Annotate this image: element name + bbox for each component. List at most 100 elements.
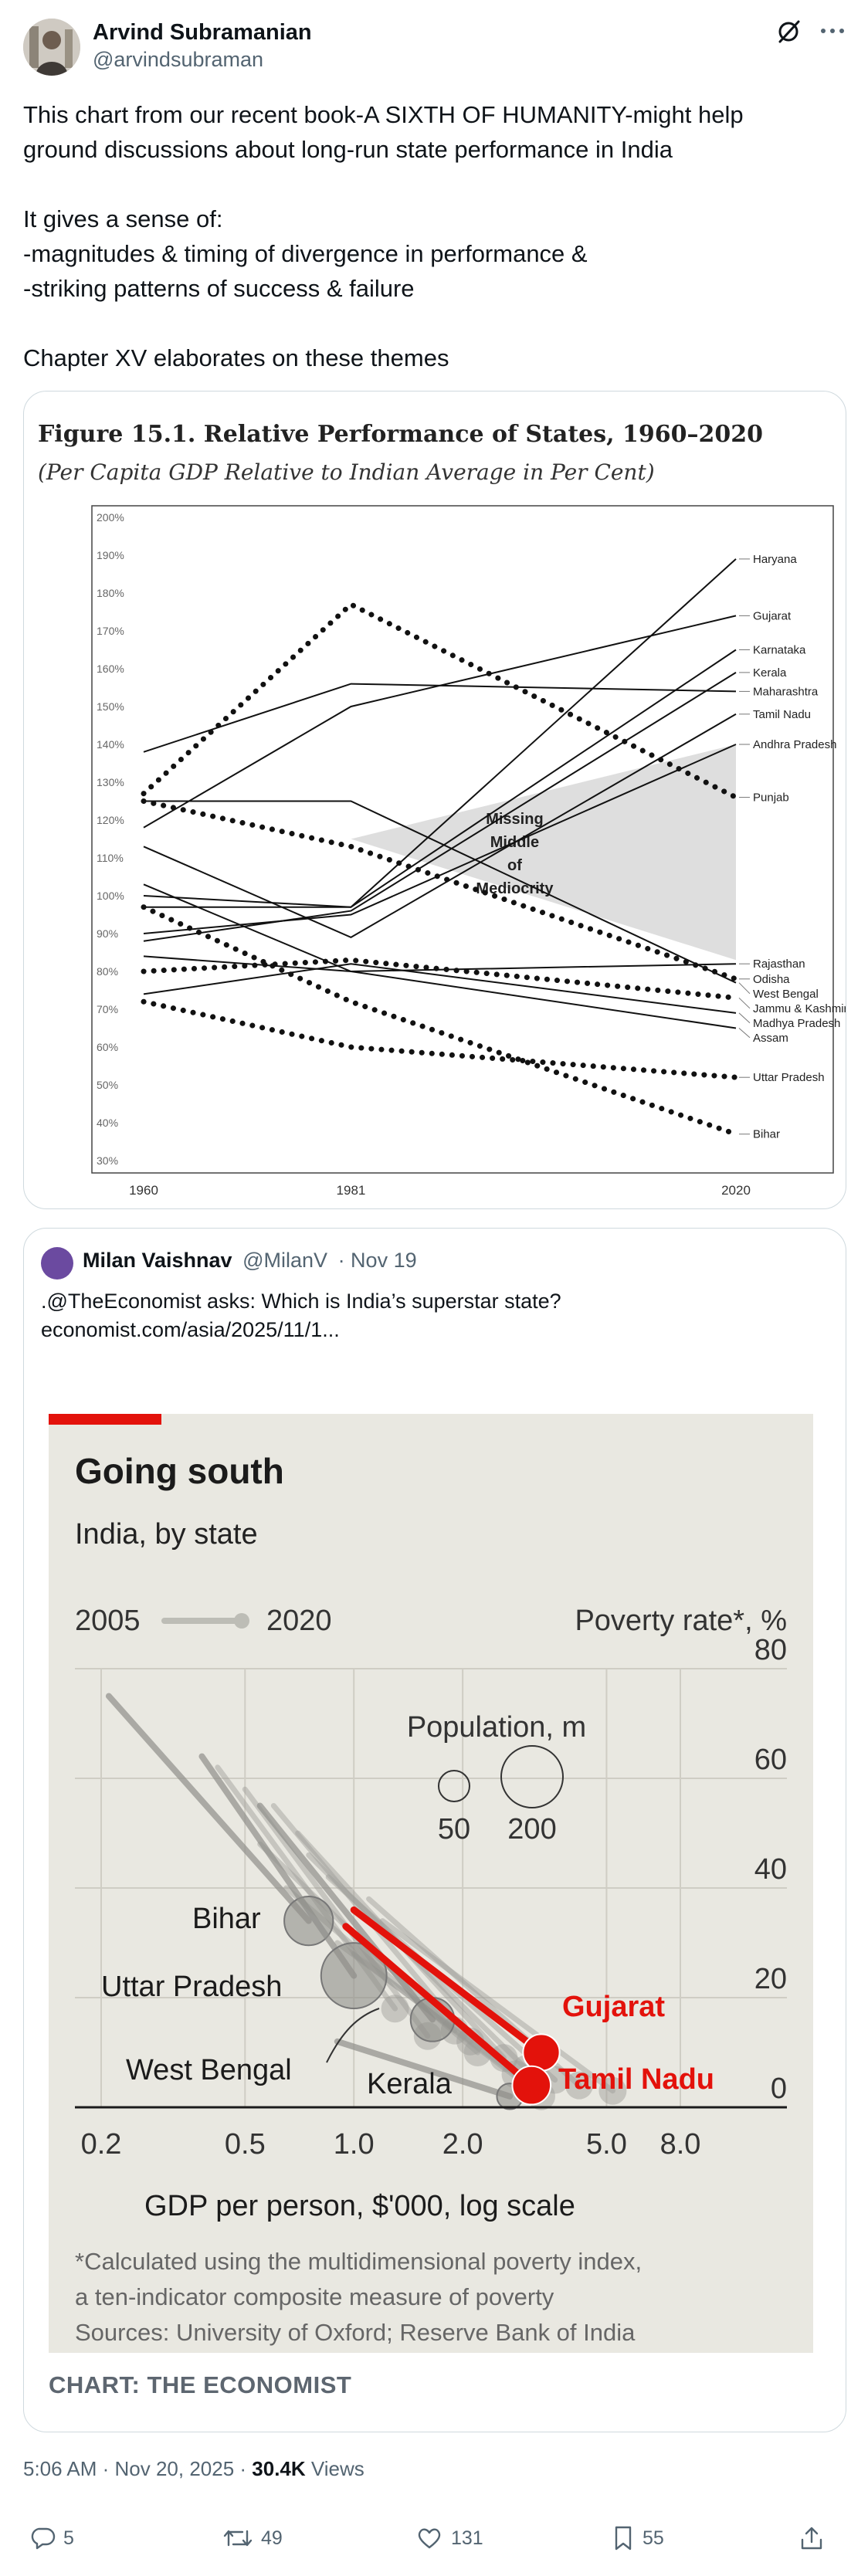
y-tick-label: 90% xyxy=(97,927,118,940)
state-bubble-uttar-pradesh xyxy=(320,1942,388,2010)
y-tick-label: 160% xyxy=(97,663,124,675)
repost-icon xyxy=(223,2530,253,2547)
series-line xyxy=(141,998,739,1080)
author-name[interactable]: Arvind Subramanian xyxy=(93,20,312,45)
y-tick-label: 80 xyxy=(754,1634,787,1666)
series-end-label: Bihar xyxy=(753,1128,780,1141)
state-label: Bihar xyxy=(192,1903,261,1935)
series-end-label: Maharashtra xyxy=(753,685,819,698)
state-bubble xyxy=(565,2071,593,2100)
more-options-icon[interactable] xyxy=(819,22,846,44)
state-trail-west-bengal xyxy=(256,1802,436,2023)
quoted-tweet[interactable]: Milan Vaishnav @MilanV · Nov 19 .@TheEco… xyxy=(23,1228,846,2432)
quoted-tweet-date[interactable]: · Nov 19 xyxy=(337,1249,417,1272)
author-avatar[interactable] xyxy=(23,19,80,76)
state-label: West Bengal xyxy=(126,2054,292,2086)
series-line xyxy=(144,800,737,984)
quoted-author-handle[interactable]: @MilanV xyxy=(242,1249,328,1272)
missing-middle-label: of xyxy=(507,857,522,874)
state-label: Kerala xyxy=(367,2068,453,2100)
bookmark-icon xyxy=(615,2526,632,2551)
series-end-label: Jammu & Kashmir xyxy=(753,1002,846,1015)
x-tick-label: 1.0 xyxy=(334,2128,375,2161)
series-end-label: Rajasthan xyxy=(753,958,805,971)
y-tick-label: 120% xyxy=(97,814,124,826)
x-tick-label: 5.0 xyxy=(586,2128,627,2161)
y-axis-title: Poverty rate*, % xyxy=(575,1605,787,1637)
repost-button[interactable]: 49 xyxy=(222,2525,283,2551)
y-tick-label: 70% xyxy=(97,1003,118,1015)
x-tick-label: 2020 xyxy=(721,1183,751,1198)
series-end-label: Madhya Pradesh xyxy=(753,1017,840,1030)
footnote-line-2: a ten-indicator composite measure of pov… xyxy=(75,2283,554,2310)
state-label: Uttar Pradesh xyxy=(101,1971,282,2003)
share-button[interactable] xyxy=(798,2525,825,2551)
population-legend-small-label: 50 xyxy=(438,1813,470,1846)
state-trail xyxy=(379,1918,615,2094)
y-tick-label: 40 xyxy=(754,1853,787,1886)
series-line xyxy=(144,649,737,908)
y-tick-label: 40% xyxy=(97,1117,118,1129)
like-count: 131 xyxy=(451,2527,483,2549)
x-tick-label: 0.2 xyxy=(81,2128,122,2161)
legend-end-label: 2020 xyxy=(266,1605,332,1637)
x-axis-title: GDP per person, $'000, log scale xyxy=(144,2190,575,2222)
series-end-label: Punjab xyxy=(753,791,789,805)
series-end-label: Odisha xyxy=(753,973,790,986)
legend-dot xyxy=(234,1613,249,1629)
x-tick-label: 1960 xyxy=(129,1183,158,1198)
series-line xyxy=(143,744,737,934)
y-tick-label: 170% xyxy=(97,625,124,637)
series-line xyxy=(141,957,739,1001)
y-tick-label: 130% xyxy=(97,776,124,788)
economist-chart[interactable]: Going south India, by state 2005 2020 Povert… xyxy=(49,1414,813,2353)
label-leader xyxy=(738,1028,751,1039)
series-end-label: Gujarat xyxy=(753,609,792,622)
west-bengal-leader xyxy=(326,2008,380,2063)
heart-icon xyxy=(418,2528,441,2549)
share-icon xyxy=(801,2527,822,2550)
quoted-author-name[interactable]: Milan Vaishnav xyxy=(83,1249,232,1272)
quoted-tweet-text: .@TheEconomist asks: Which is India’s su… xyxy=(41,1290,561,1341)
state-bubble-gujarat xyxy=(522,2033,561,2072)
attached-figure-card[interactable]: Figure 15.1. Relative Performance of Sta… xyxy=(23,391,846,1209)
series-end-label: Uttar Pradesh xyxy=(753,1071,825,1084)
y-tick-label: 140% xyxy=(97,738,124,751)
series-line xyxy=(143,683,737,753)
label-leader xyxy=(738,982,751,995)
state-bubble xyxy=(381,1995,409,2023)
avatar-photo-icon xyxy=(23,19,80,76)
chart-title: Going south xyxy=(75,1451,284,1491)
series-end-label: West Bengal xyxy=(753,988,819,1001)
author-handle[interactable]: @arvindsubraman xyxy=(93,48,264,71)
tweet-timestamp[interactable]: 5:06 AM · Nov 20, 2025 · xyxy=(23,2457,253,2480)
y-tick-label: 60% xyxy=(97,1041,118,1053)
y-tick-label: 180% xyxy=(97,587,124,599)
series-line xyxy=(141,601,739,801)
x-tick-label: 2.0 xyxy=(442,2128,483,2161)
label-leader xyxy=(738,1012,751,1024)
chart-subtitle: India, by state xyxy=(75,1518,258,1551)
quoted-author-avatar[interactable] xyxy=(41,1247,73,1280)
reply-button[interactable]: 5 xyxy=(29,2525,74,2551)
series-line xyxy=(143,963,737,1014)
footnote-line-1: *Calculated using the multidimensional p… xyxy=(75,2248,642,2275)
view-count: 30.4K xyxy=(252,2457,306,2480)
missing-middle-region xyxy=(351,744,736,961)
state-label: Gujarat xyxy=(562,1991,665,2023)
state-trail-bihar xyxy=(105,1693,312,1924)
series-line xyxy=(143,615,737,829)
missing-middle-label: Mediocrity xyxy=(476,880,554,897)
grok-icon[interactable] xyxy=(775,17,803,49)
population-legend-title: Population, m xyxy=(407,1711,586,1744)
like-button[interactable]: 131 xyxy=(415,2525,483,2551)
state-bubble xyxy=(598,2076,627,2105)
bookmark-button[interactable]: 55 xyxy=(612,2525,664,2551)
figure-subtitle: (Per Capita GDP Relative to Indian Avera… xyxy=(38,459,655,485)
y-tick-label: 50% xyxy=(97,1079,118,1091)
state-trail-tamil-nadu xyxy=(342,1923,535,2090)
y-tick-label: 110% xyxy=(97,852,124,864)
figure-title: Figure 15.1. Relative Performance of Sta… xyxy=(38,421,764,448)
series-end-label: Kerala xyxy=(753,666,787,680)
y-tick-label: 200% xyxy=(97,511,124,524)
